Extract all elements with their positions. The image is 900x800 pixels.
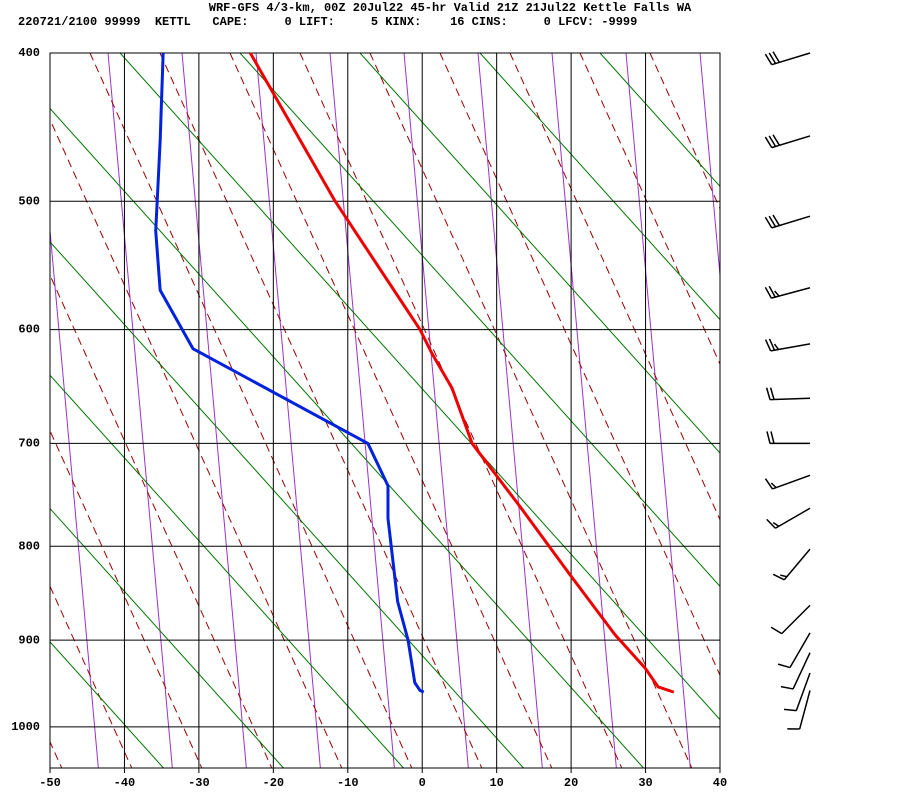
background-line <box>719 53 720 55</box>
background-line <box>50 225 99 768</box>
wind-barb <box>770 604 811 635</box>
background-line <box>50 641 164 768</box>
y-tick-label: 1000 <box>11 720 40 734</box>
background-line <box>0 53 24 768</box>
background-line <box>329 53 395 768</box>
background-line <box>625 53 691 768</box>
wind-barb <box>772 548 811 581</box>
y-tick-label: 700 <box>18 437 40 451</box>
background-lines <box>0 53 720 768</box>
background-line <box>50 274 273 768</box>
profile-line <box>248 52 675 694</box>
x-tick-label: -40 <box>114 776 136 790</box>
wind-barb <box>764 214 811 229</box>
background-line <box>479 53 720 321</box>
background-line <box>50 118 343 768</box>
x-tick-label: -30 <box>188 776 210 790</box>
background-line <box>551 53 617 768</box>
chart-title: WRF-GFS 4/3-km, 00Z 20Jul22 45-hr Valid … <box>209 1 692 15</box>
wind-barb <box>783 672 811 712</box>
background-line <box>119 53 720 721</box>
background-line <box>50 107 644 768</box>
x-tick-label: -10 <box>337 776 359 790</box>
x-tick-label: -20 <box>263 776 285 790</box>
x-tick-label: 30 <box>638 776 652 790</box>
background-line <box>579 53 720 366</box>
x-tick-label: -50 <box>39 776 61 790</box>
background-line <box>699 53 720 281</box>
background-line <box>50 740 63 768</box>
background-line <box>159 53 483 768</box>
y-tick-label: 600 <box>18 323 40 337</box>
x-tick-label: 20 <box>564 776 578 790</box>
chart-subtitle: 220721/2100 99999 KETTL CAPE: 0 LIFT: 5 … <box>18 15 637 29</box>
y-tick-label: 800 <box>18 539 40 553</box>
y-tick-label: 400 <box>18 46 40 60</box>
wind-barb <box>764 338 811 352</box>
wind-barb <box>780 652 811 690</box>
profile-line <box>154 52 425 694</box>
wind-barb <box>766 507 811 529</box>
background-line <box>359 53 720 454</box>
y-tick-label: 900 <box>18 633 40 647</box>
wind-barb <box>764 285 811 299</box>
background-line <box>107 53 173 768</box>
y-tick-label: 500 <box>18 194 40 208</box>
background-line <box>369 53 693 768</box>
background-line <box>50 241 524 768</box>
background-line <box>477 53 543 768</box>
wind-barb <box>777 632 811 669</box>
background-line <box>599 53 720 188</box>
plot-frame <box>49 52 721 769</box>
background-line <box>439 53 720 677</box>
background-line <box>509 53 720 521</box>
wind-barb <box>764 474 811 490</box>
background-line <box>255 53 321 768</box>
wind-barb <box>787 690 811 730</box>
wind-barb <box>764 51 811 66</box>
background-line <box>89 53 413 768</box>
background-line <box>50 374 404 768</box>
background-line <box>50 585 133 768</box>
background-line <box>403 53 469 768</box>
background-line <box>0 53 44 768</box>
x-tick-label: 40 <box>713 776 727 790</box>
background-line <box>181 53 247 768</box>
background-line <box>239 53 720 588</box>
wind-barb <box>765 387 811 401</box>
background-line <box>649 53 720 210</box>
wind-barb <box>766 431 810 445</box>
background-line <box>50 429 203 768</box>
x-tick-label: 0 <box>419 776 426 790</box>
x-tick-label: 10 <box>489 776 503 790</box>
wind-barb <box>764 134 811 149</box>
background-line <box>50 507 284 768</box>
background-line <box>229 53 553 768</box>
